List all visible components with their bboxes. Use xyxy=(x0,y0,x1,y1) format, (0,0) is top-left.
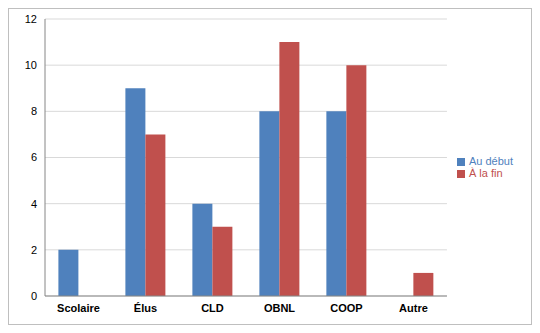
svg-text:6: 6 xyxy=(31,151,37,163)
svg-text:Scolaire: Scolaire xyxy=(57,302,100,314)
html-text:Au début: Au début xyxy=(469,154,513,167)
svg-text:4: 4 xyxy=(31,198,37,210)
svg-text:2: 2 xyxy=(31,244,37,256)
svg-text:Autre: Autre xyxy=(399,302,428,314)
svg-text:0: 0 xyxy=(31,290,37,302)
html-text:À la fin: À la fin xyxy=(469,166,503,179)
svg-text:10: 10 xyxy=(25,59,37,71)
svg-text:COOP: COOP xyxy=(330,302,362,314)
svg-text:8: 8 xyxy=(31,105,37,117)
svg-text:Élus: Élus xyxy=(134,302,157,314)
svg-text:CLD: CLD xyxy=(201,302,224,314)
svg-text:12: 12 xyxy=(25,13,37,25)
svg-text:OBNL: OBNL xyxy=(264,302,295,314)
